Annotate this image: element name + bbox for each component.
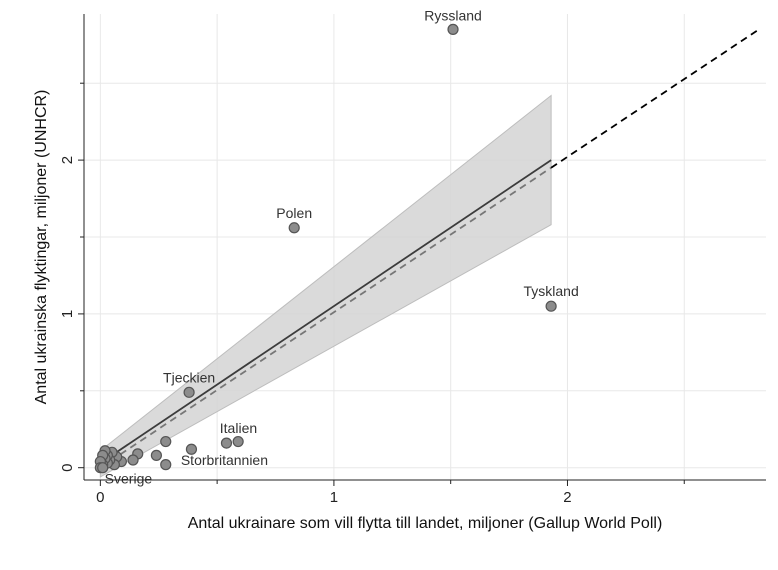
- point-label: Tyskland: [523, 283, 578, 299]
- y-tick-label: 2: [59, 156, 76, 164]
- fit-lines: [99, 28, 760, 469]
- x-axis-title: Antal ukrainare som vill flytta till lan…: [188, 515, 663, 532]
- point-labels: Ryssland Polen Tyskland Tjeckien Italien Stor…: [105, 7, 579, 486]
- axes: 0 1 2 0 1 2: [59, 14, 766, 506]
- data-point: [97, 462, 109, 474]
- point-label: Ryssland: [424, 7, 482, 23]
- y-axis-title: Antal ukrainska flyktingar, miljoner (UN…: [33, 90, 50, 405]
- point-label: Italien: [220, 420, 257, 436]
- data-points: [94, 23, 557, 474]
- data-point: [127, 454, 139, 466]
- data-point: [185, 443, 198, 455]
- x-tick-label: 2: [563, 489, 571, 506]
- x-tick-label: 1: [330, 489, 338, 506]
- y-tick-label: 0: [59, 464, 76, 472]
- point-label: Tjeckien: [163, 369, 215, 385]
- data-point: [220, 437, 233, 449]
- point-label: Sverige: [105, 471, 153, 487]
- dashed-line-inner: [99, 166, 552, 469]
- data-point: [288, 222, 300, 234]
- point-label: Storbritannien: [181, 452, 268, 468]
- point-label: Polen: [276, 205, 312, 221]
- data-point: [232, 435, 244, 448]
- x-tick-label: 0: [96, 489, 104, 506]
- data-point: [545, 300, 557, 312]
- dashed-line-outer: [550, 28, 760, 169]
- y-tick-label: 1: [59, 310, 76, 318]
- data-point: [160, 459, 172, 471]
- data-point: [150, 449, 163, 461]
- data-point: [447, 23, 459, 35]
- data-point: [183, 386, 195, 398]
- data-point: [160, 435, 172, 448]
- fit-line: [99, 159, 552, 464]
